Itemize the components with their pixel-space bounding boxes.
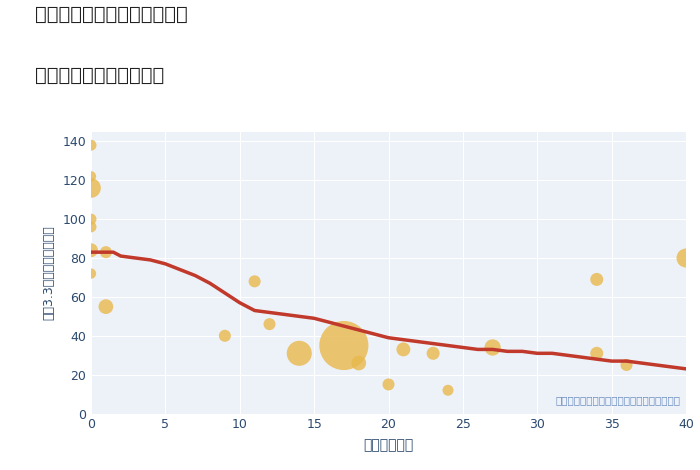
Point xyxy=(85,246,97,254)
Point xyxy=(621,361,632,369)
Point xyxy=(85,223,97,231)
Point xyxy=(353,359,364,367)
Point xyxy=(294,350,305,357)
Point xyxy=(85,270,97,277)
Point xyxy=(100,303,111,310)
Y-axis label: 坪（3.3㎡）単価（万円）: 坪（3.3㎡）単価（万円） xyxy=(42,225,55,320)
Point xyxy=(680,254,692,262)
Point xyxy=(428,350,439,357)
Text: 築年数別中古戸建て価格: 築年数別中古戸建て価格 xyxy=(35,66,164,85)
Point xyxy=(591,350,602,357)
Text: 兵庫県姫路市飾磨区西浜町の: 兵庫県姫路市飾磨区西浜町の xyxy=(35,5,188,24)
Point xyxy=(219,332,230,339)
X-axis label: 築年数（年）: 築年数（年） xyxy=(363,439,414,453)
Point xyxy=(100,249,111,256)
Point xyxy=(264,321,275,328)
Point xyxy=(249,278,260,285)
Point xyxy=(338,342,349,349)
Text: 円の大きさは、取引のあった物件面積を示す: 円の大きさは、取引のあった物件面積を示す xyxy=(555,395,680,405)
Point xyxy=(85,172,97,180)
Point xyxy=(442,386,454,394)
Point xyxy=(85,215,97,223)
Point xyxy=(383,381,394,388)
Point xyxy=(85,141,97,149)
Point xyxy=(591,275,602,283)
Point xyxy=(398,345,409,353)
Point xyxy=(487,344,498,351)
Point xyxy=(85,184,97,192)
